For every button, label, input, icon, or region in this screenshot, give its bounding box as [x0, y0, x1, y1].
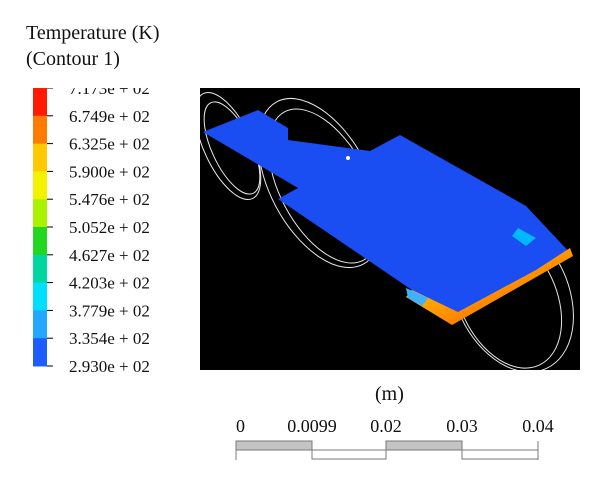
tank-top-surface [203, 110, 573, 325]
colorbar-label: 5.476e + 02 [69, 190, 150, 209]
colorbar-label: 4.203e + 02 [69, 274, 150, 293]
scale-label: 0.04 [522, 416, 554, 436]
colorbar-cell [33, 282, 47, 311]
colorbar-cell [33, 88, 47, 117]
scale-label: 0.02 [370, 416, 402, 436]
colorbar-label: 3.779e + 02 [69, 301, 150, 320]
scale-segment [461, 449, 539, 460]
scale-unit: (m) [375, 383, 404, 405]
colorbar-label: 5.900e + 02 [69, 162, 150, 181]
colorbar-cell [33, 227, 47, 256]
legend-title: Temperature (K) (Contour 1) [26, 20, 160, 72]
colorbar-label: 6.325e + 02 [69, 135, 150, 154]
colorbar-cell [33, 143, 47, 172]
scale-segment [385, 440, 463, 451]
legend-title-line2: (Contour 1) [26, 48, 120, 70]
colorbar-cell [33, 171, 47, 200]
colorbar-cell [33, 254, 47, 284]
colorbar-cell [33, 115, 47, 145]
scale-bar: 0 0.0099 0.02 0.03 0.04 [235, 416, 554, 460]
scale-segment [235, 440, 313, 451]
scale-segment [311, 449, 387, 460]
temperature-colorbar: 7.173e + 02 6.749e + 02 6.325e + 02 5.900e … [33, 88, 150, 372]
colorbar-cell [33, 310, 47, 339]
colorbar-label: 2.930e + 02 [69, 357, 150, 372]
legend-title-line1: Temperature (K) [26, 22, 160, 44]
scale-label: 0.03 [446, 416, 478, 436]
simulation-viewport [200, 88, 580, 370]
colorbar-label: 4.627e + 02 [69, 246, 150, 265]
scale-label: 0.0099 [287, 416, 337, 436]
colorbar-cell [33, 199, 47, 228]
colorbar-label: 6.749e + 02 [69, 107, 150, 126]
colorbar-label: 5.052e + 02 [69, 218, 150, 237]
colorbar-label: 3.354e + 02 [69, 329, 150, 348]
colorbar-cell [33, 338, 47, 367]
colorbar-label: 7.173e + 02 [69, 88, 150, 98]
scale-label: 0 [236, 416, 245, 436]
